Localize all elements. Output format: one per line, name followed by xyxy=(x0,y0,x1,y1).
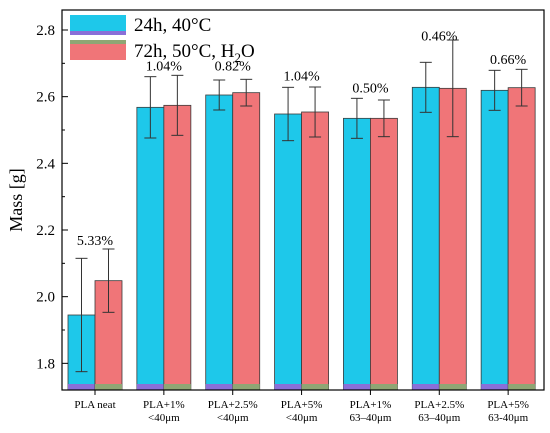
legend: 24h, 40°C 72h, 50°C, H2O xyxy=(70,15,255,65)
annotation-c2: 1.04% xyxy=(146,60,183,75)
legend-label-series-2-tail: O xyxy=(241,41,255,62)
annotation-c3: 0.82% xyxy=(215,60,252,75)
x-tick-label-sub-c7: 63-40μm xyxy=(488,412,529,424)
x-tick-label-c6: PLA+2.5% xyxy=(414,399,464,411)
x-tick-label-c4: PLA+5% xyxy=(281,399,323,411)
bar-s2-c2 xyxy=(163,104,192,391)
bar-base-s1-c6 xyxy=(412,384,440,390)
bar-s1-c3 xyxy=(205,94,234,391)
x-tick-label-c3: PLA+2.5% xyxy=(208,399,258,411)
bar-s1-c6 xyxy=(411,86,440,391)
bar-base-s2-c2 xyxy=(163,384,191,390)
bar-s1-c2 xyxy=(136,106,165,391)
legend-swatch-series-2-stripe xyxy=(70,40,126,44)
legend-label-series-2: 72h, 50°C, H2O xyxy=(134,41,255,65)
bar-s2-c7 xyxy=(507,87,536,391)
x-axis-ticks: PLA neat PLA+1%<40μmPLA+2.5%<40μmPLA+5%<4… xyxy=(74,390,529,424)
bar-base-s1-c4 xyxy=(274,384,302,390)
y-tick-label-3: 2.2 xyxy=(36,223,55,239)
y-tick-label-5: 2.6 xyxy=(36,90,55,106)
bar-base-s1-c1 xyxy=(68,384,95,390)
annotation-c4: 1.04% xyxy=(283,70,320,85)
legend-swatch-series-2 xyxy=(70,44,126,60)
legend-label-series-2-main: 72h, 50°C, H xyxy=(134,41,235,62)
bar-base-s2-c4 xyxy=(301,384,329,390)
bar-base-s2-c3 xyxy=(232,384,260,390)
x-tick-label-c1: PLA neat xyxy=(74,399,115,411)
annotations-layer: 5.33% 1.04% 0.82% 1.04% 0.50% 0.46% 0.66% xyxy=(77,30,527,249)
axes xyxy=(61,9,545,391)
x-tick-label-sub-c4: <40μm xyxy=(286,412,318,424)
x-tick-label-sub-c6: 63–40μm xyxy=(418,412,460,424)
error-bars-layer xyxy=(75,39,528,373)
bar-s1-c4 xyxy=(274,113,302,391)
x-tick-label-sub-c5: 63–40μm xyxy=(349,412,391,424)
legend-label-series-2-sub: 2 xyxy=(235,50,242,65)
bar-s2-c4 xyxy=(301,111,329,391)
legend-swatch-series-1 xyxy=(70,15,126,31)
bar-base-s1-c7 xyxy=(481,384,509,390)
x-tick-label-c7: PLA+5% xyxy=(487,399,529,411)
bars-layer xyxy=(67,86,536,391)
bar-base-s1-c3 xyxy=(205,384,233,390)
bar-s1-c5 xyxy=(343,117,371,391)
bar-s2-c3 xyxy=(232,92,261,391)
legend-label-series-1: 24h, 40°C xyxy=(134,15,211,36)
y-tick-label-1: 1.8 xyxy=(36,356,55,372)
bar-base-s1-c5 xyxy=(343,384,371,390)
bar-base-s2-c1 xyxy=(95,384,122,390)
bar-base-s2-c7 xyxy=(508,384,536,390)
y-tick-label-6: 2.8 xyxy=(36,23,55,39)
annotation-c6: 0.46% xyxy=(421,30,458,45)
y-tick-label-4: 2.4 xyxy=(36,156,55,172)
annotation-c1: 5.33% xyxy=(77,234,114,249)
y-tick-label-2: 2.0 xyxy=(36,290,55,306)
legend-swatch-series-1-stripe xyxy=(70,31,126,35)
bar-s2-c5 xyxy=(370,117,398,391)
x-tick-label-sub-c2: <40μm xyxy=(148,412,180,424)
y-axis-ticks: 1.8 2.0 2.2 2.4 2.6 2.8 xyxy=(36,23,68,372)
bar-s1-c7 xyxy=(480,89,509,391)
y-axis-label: Mass [g] xyxy=(6,168,26,232)
annotation-c7: 0.66% xyxy=(490,53,527,68)
x-tick-label-sub-c3: <40μm xyxy=(217,412,249,424)
x-tick-label-c5: PLA+1% xyxy=(350,399,392,411)
bar-base-s2-c5 xyxy=(370,384,398,390)
x-tick-label-c2: PLA+1% xyxy=(143,399,185,411)
annotation-c5: 0.50% xyxy=(352,82,389,97)
plot-frame xyxy=(61,9,545,391)
bar-base-s2-c6 xyxy=(439,384,467,390)
bar-base-s1-c2 xyxy=(136,384,164,390)
